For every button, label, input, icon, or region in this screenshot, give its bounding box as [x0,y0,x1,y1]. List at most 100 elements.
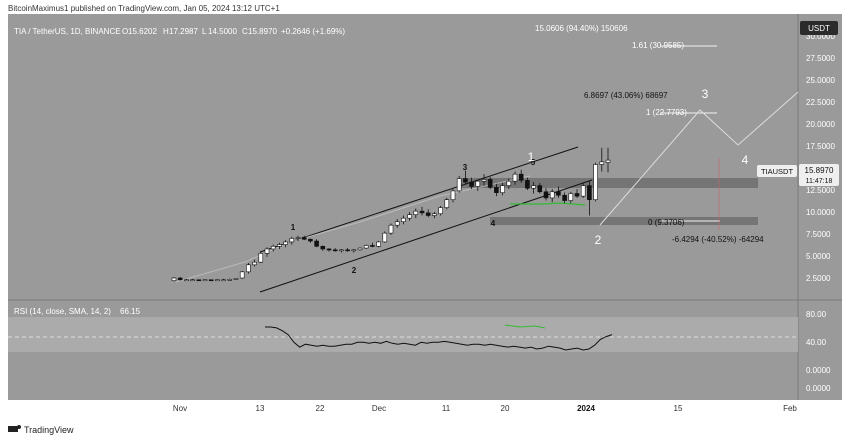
ohlc-header: TIA / TetherUS, 1D, BINANCE O 15.6202 H … [14,27,345,36]
candle-45 [450,190,456,200]
candle-5 [202,279,208,282]
channel-lower-line [259,179,593,293]
o-value: 15.6202 [128,27,157,36]
candle-32 [370,245,375,247]
candle-26 [332,249,338,252]
candle-4 [196,279,202,282]
candle-9 [227,279,233,281]
price-tick-0: 30.0000 [806,32,835,41]
candle-60 [543,191,549,199]
candle-59 [537,185,543,193]
price-axis[interactable] [798,14,842,400]
projection-path [599,91,799,226]
wave-large-2: 2 [595,233,602,247]
candle-31 [363,245,369,249]
date-tick-5: 20 [501,404,510,413]
candle-27 [339,249,344,252]
candle-62 [556,191,561,196]
support-zone [490,217,758,225]
candle-20 [295,237,301,239]
l-label: L [202,27,207,36]
candle-35 [388,224,394,234]
candle-28 [345,249,350,252]
candle-61 [549,191,555,199]
rsi-label[interactable]: RSI (14, close, SMA, 14, 2) [14,307,111,316]
wave-small-4: 4 [491,219,496,228]
currency-badge[interactable] [800,21,838,35]
rsi-value: 66.15 [120,307,141,316]
candle-42 [432,213,437,216]
price-tag-symbol: TIAUSDT [761,167,794,176]
date-tick-6: 2024 [577,404,595,413]
candle-39 [413,210,419,215]
candle-51 [487,179,493,188]
l-value: 14.5000 [208,27,237,36]
candle-64 [568,193,574,201]
candle-1 [177,277,183,281]
candle-65 [574,193,580,197]
wave-large-3: 3 [702,87,709,101]
date-tick-8: Feb [783,404,797,413]
candle-44 [444,199,450,208]
price-tick-8: 7.5000 [806,230,831,239]
candle-33 [376,241,381,247]
price-axis-labels: 30.0000 27.5000 25.0000 22.5000 20.0000 17.50… [806,32,835,283]
price-tick-9: 5.0000 [806,252,831,261]
o-label: O [122,27,128,36]
date-tick-2: 22 [316,404,325,413]
candle-48 [469,181,474,187]
wave-small-1: 1 [291,223,296,232]
candle-10 [233,278,239,280]
candle-49 [475,180,481,187]
price-tick-7: 10.0000 [806,208,835,217]
mid-measure-label: 6.8697 (43.06%) 68697 [584,91,668,100]
wave-small-2: 2 [352,266,357,275]
fib-1-label: 1 (22.7793) [646,108,687,117]
currency-label: USDT [808,24,830,33]
candle-29 [351,249,357,252]
date-axis-labels: Nov 13 22 Dec 11 20 2024 15 Feb [173,404,798,413]
candle-57 [525,180,530,189]
change-value: +0.2646 (+1.69%) [281,27,345,36]
candle-56 [518,173,524,181]
candle-40 [419,210,425,214]
candle-6 [208,279,214,282]
candle-8 [221,279,226,282]
rsi-green-segment [504,324,546,329]
candle-47 [463,178,468,183]
green-support-line [510,202,586,206]
candle-34 [382,232,388,243]
price-tick-4: 20.0000 [806,120,835,129]
date-tick-7: 15 [674,404,683,413]
candle-52 [494,187,499,193]
candle-37 [401,217,406,222]
candle-50 [481,179,487,182]
candle-58 [531,185,536,189]
candle-36 [394,221,400,226]
price-tick-5: 17.5000 [806,142,835,151]
top-measure-label: 15.0606 (94.40%) 150606 [535,24,628,33]
symbol-name[interactable]: TIA / TetherUS, 1D, BINANCE [14,27,121,36]
candle-38 [407,214,412,219]
candle-3 [190,279,195,282]
rsi-band [8,317,798,352]
candle-19 [289,238,295,243]
candle-7 [215,279,220,282]
wave-large-1: 1 [528,150,535,164]
price-tick-10: 2.5000 [806,274,831,283]
price-tag-countdown: 11:47:18 [806,178,833,185]
candle-18 [283,241,288,245]
candle-13 [252,261,257,266]
date-tick-1: 13 [256,404,265,413]
rsi-axis-40: 40.00 [806,338,827,347]
date-tick-3: Dec [372,404,386,413]
candle-22 [308,238,313,242]
low-measure-label: -6.4294 (-40.52%) -64294 [672,235,764,244]
candle-68 [593,164,598,200]
candle-55 [512,173,518,182]
rsi-line [265,326,613,351]
resistance-zone [460,178,758,188]
candle-16 [270,246,276,250]
date-tick-4: 11 [442,404,451,413]
price-tick-2: 25.0000 [806,76,835,85]
